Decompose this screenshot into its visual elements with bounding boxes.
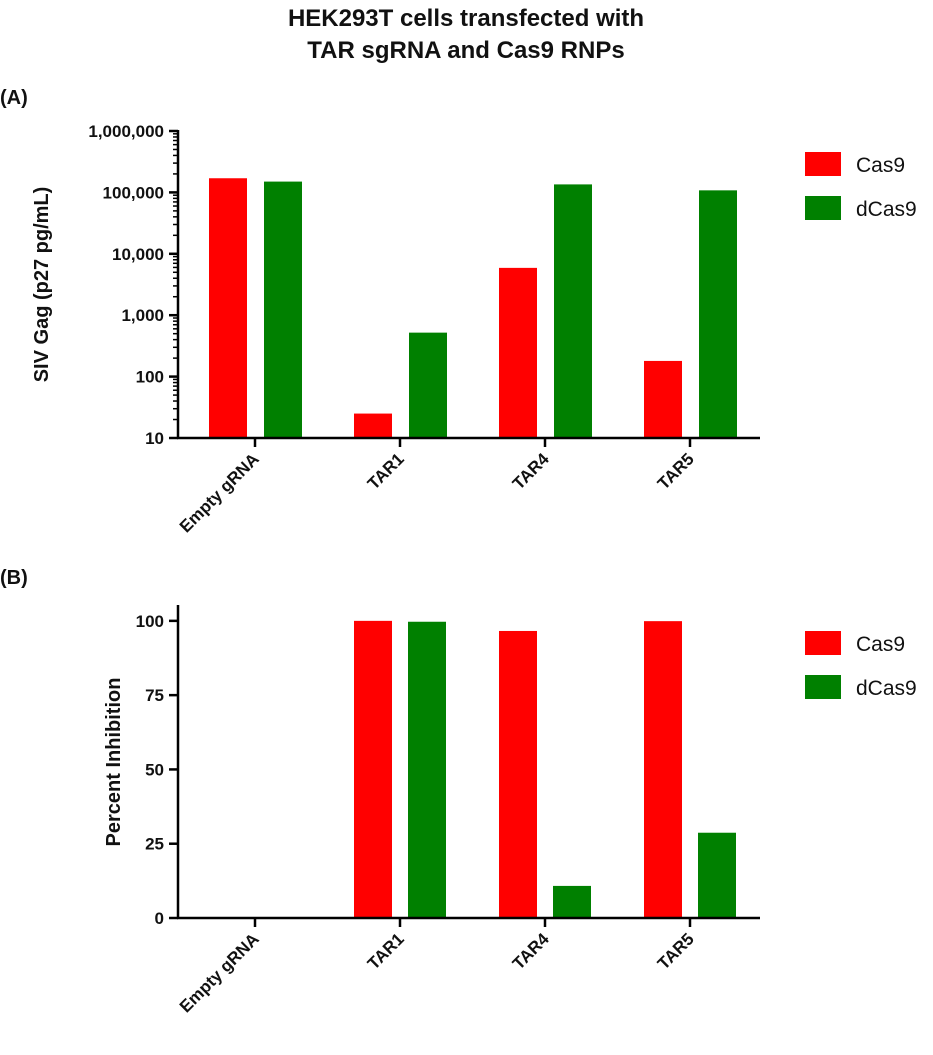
panel-b-legend-label-dcas9: dCas9 bbox=[856, 677, 917, 700]
panel-a-bar-dcas9-1 bbox=[409, 332, 447, 438]
panel-a-bar-cas9-1 bbox=[354, 413, 392, 438]
panel-a-legend-swatch-dcas9 bbox=[805, 196, 841, 220]
panel-b-category-label-3: TAR5 bbox=[654, 929, 698, 973]
panel-a-category-label-0: Empty gRNA bbox=[176, 449, 263, 536]
panel-a-chart: (A) SIV Gag (p27 pg/mL) 10 100 1,000 10,000 10… bbox=[0, 87, 917, 536]
panel-a-bar-cas9-2 bbox=[499, 267, 537, 438]
panel-b-category-label-0: Empty gRNA bbox=[176, 929, 263, 1016]
panel-a-legend-swatch-cas9 bbox=[805, 152, 841, 176]
panel-b-chart: (B) Percent Inhibition 0 25 50 75 100 Empty gRN… bbox=[0, 567, 917, 1016]
panel-a-y-axis-label: SIV Gag (p27 pg/mL) bbox=[31, 187, 53, 383]
panel-b-legend-swatch-cas9 bbox=[805, 631, 841, 655]
panel-a-bar-dcas9-3 bbox=[699, 190, 737, 438]
panel-b-y-tick-label-1: 25 bbox=[145, 835, 164, 854]
panel-b-y-axis-label: Percent Inhibition bbox=[103, 678, 125, 847]
figure-title-line-2: TAR sgRNA and Cas9 RNPs bbox=[307, 37, 624, 64]
panel-a-y-tick-label-3: 10,000 bbox=[112, 245, 164, 264]
panel-b-y-tick-label-0: 0 bbox=[155, 909, 164, 928]
panel-b-y-tick-label-4: 100 bbox=[136, 612, 164, 631]
panel-a-legend-label-dcas9: dCas9 bbox=[856, 198, 917, 221]
panel-a-category-label-2: TAR4 bbox=[509, 449, 553, 493]
panel-b-y-tick-label-2: 50 bbox=[145, 760, 164, 779]
panel-a-bar-cas9-3 bbox=[644, 360, 682, 438]
panel-b-legend-label-cas9: Cas9 bbox=[856, 633, 905, 656]
panel-b-bar-cas9-3 bbox=[644, 621, 682, 918]
panel-b-bar-cas9-1 bbox=[354, 620, 392, 918]
panel-b-category-label-2: TAR4 bbox=[509, 929, 553, 973]
panel-b-bar-dcas9-3 bbox=[698, 832, 736, 918]
figure-title-line-1: HEK293T cells transfected with bbox=[288, 5, 644, 32]
panel-b-bar-dcas9-1 bbox=[408, 621, 446, 918]
panel-a-legend-label-cas9: Cas9 bbox=[856, 154, 905, 177]
panel-a-y-tick-label-0: 10 bbox=[145, 429, 164, 448]
panel-b-bar-dcas9-2 bbox=[553, 885, 591, 918]
panel-a-bar-dcas9-2 bbox=[554, 184, 592, 438]
panel-a-y-tick-label-5: 1,000,000 bbox=[88, 122, 164, 141]
panel-b-bar-cas9-2 bbox=[499, 630, 537, 918]
panel-b-category-label-1: TAR1 bbox=[364, 929, 408, 973]
panel-a-y-tick-label-2: 1,000 bbox=[121, 306, 164, 325]
panel-a-category-label-3: TAR5 bbox=[654, 449, 698, 493]
panel-b-legend-swatch-dcas9 bbox=[805, 675, 841, 699]
panel-b-label: (B) bbox=[0, 567, 28, 589]
panel-a-label: (A) bbox=[0, 87, 28, 109]
panel-a-bar-cas9-0 bbox=[209, 178, 247, 439]
panel-a-bar-dcas9-0 bbox=[264, 181, 302, 438]
panel-a-y-tick-label-4: 100,000 bbox=[103, 183, 164, 202]
panel-a-category-label-1: TAR1 bbox=[364, 449, 408, 493]
panel-b-y-tick-label-3: 75 bbox=[145, 686, 164, 705]
panel-a-y-tick-label-1: 100 bbox=[136, 368, 164, 387]
